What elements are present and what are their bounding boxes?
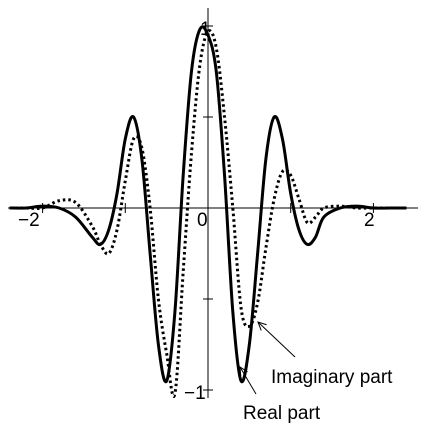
real-part-line — [9, 25, 407, 384]
imaginary-part-line — [9, 29, 407, 398]
annotation-arrow — [239, 366, 257, 395]
x-tick-label: −2 — [18, 210, 40, 231]
y-tick-label: 1 — [200, 19, 211, 40]
annotation-text: Real part — [243, 403, 321, 424]
real-part-annotation: Real part — [239, 366, 321, 424]
series-layer — [9, 25, 407, 398]
imaginary-part-annotation: Imaginary part — [257, 321, 393, 388]
x-tick-label: 2 — [364, 210, 375, 231]
arrowhead — [239, 366, 248, 377]
annotations: Imaginary part Real part — [239, 321, 393, 424]
annotation-text: Imaginary part — [271, 367, 393, 388]
annotation-arrow — [257, 321, 296, 358]
x-tick-label: 0 — [197, 210, 208, 231]
arrowhead — [257, 321, 267, 331]
y-tick-label: −1 — [184, 383, 206, 404]
tick-labels: −2 0 2 1 −1 — [18, 19, 375, 404]
